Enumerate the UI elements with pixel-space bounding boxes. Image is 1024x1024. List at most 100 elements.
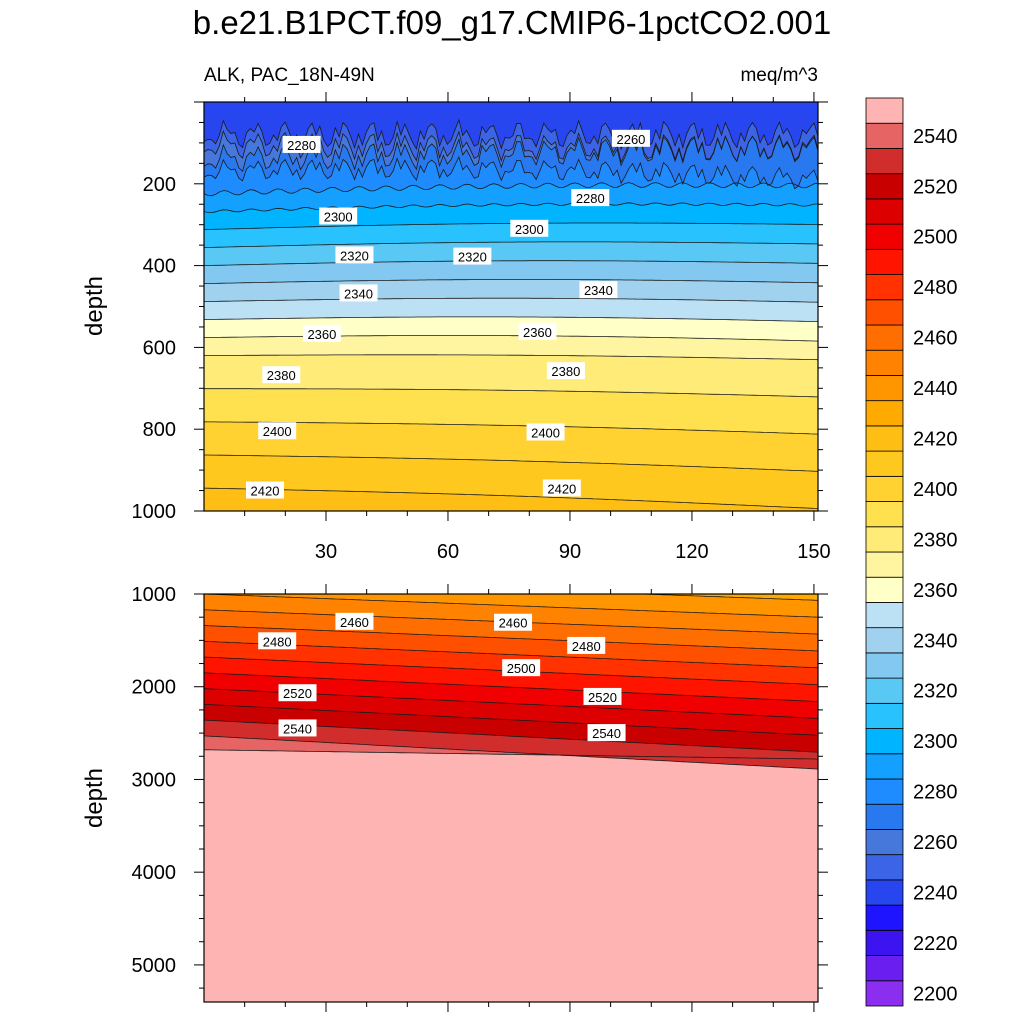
contour-label-text: 2460 bbox=[340, 615, 369, 630]
colorbar-swatch bbox=[865, 652, 904, 679]
colorbar-swatch bbox=[865, 955, 904, 982]
contour-label-text: 2540 bbox=[592, 726, 621, 741]
colorbar-swatch bbox=[865, 148, 904, 175]
contour-label-text: 2520 bbox=[588, 690, 617, 705]
contour-label: 2320 bbox=[453, 247, 492, 265]
contour-label-bg bbox=[278, 684, 317, 702]
colorbar-swatch bbox=[865, 425, 904, 452]
colorbar-swatch bbox=[865, 248, 904, 275]
y-tick-label: 600 bbox=[143, 337, 176, 359]
upper-axes: 30 60 90 120 150 200 400 600 800 1000 bbox=[132, 92, 831, 563]
contour-label: 2540 bbox=[587, 724, 626, 742]
lower-axes: 1000 2000 3000 4000 5000 bbox=[132, 584, 828, 1012]
colorbar-swatch bbox=[865, 627, 904, 654]
y-tick-label: 1000 bbox=[132, 501, 177, 523]
contour-label-bg bbox=[262, 366, 301, 384]
contour-label-bg bbox=[546, 362, 585, 380]
lower-y-axis-label: depth bbox=[81, 768, 108, 828]
colorbar-swatch bbox=[865, 677, 904, 704]
contour-label-text: 2280 bbox=[287, 138, 316, 153]
contour-line-2330 bbox=[204, 260, 818, 266]
colorbar-label: 2260 bbox=[913, 832, 958, 854]
colorbar-swatch bbox=[865, 829, 904, 856]
colorbar-label: 2300 bbox=[913, 731, 958, 753]
contour-label-bg bbox=[571, 189, 610, 207]
contour-label-bg bbox=[510, 219, 549, 237]
contour-label-bg bbox=[282, 135, 321, 153]
contour-label: 2380 bbox=[546, 362, 585, 380]
contour-label: 2300 bbox=[319, 207, 358, 225]
y-tick-label: 1000 bbox=[132, 584, 177, 606]
contour-label-bg bbox=[302, 324, 341, 342]
contour-line-2540 bbox=[204, 735, 818, 770]
contour-label-text: 2320 bbox=[458, 250, 487, 265]
contour-label-text: 2300 bbox=[324, 210, 353, 225]
colorbar-swatch bbox=[865, 122, 904, 149]
contour-line-2470 bbox=[204, 625, 818, 652]
colorbar-swatch bbox=[865, 324, 904, 351]
contour-label: 2400 bbox=[258, 422, 297, 440]
contour-line-2320 bbox=[204, 241, 818, 248]
contour-line-2400 bbox=[204, 421, 818, 435]
y-tick-label: 4000 bbox=[132, 862, 177, 884]
x-tick-label: 150 bbox=[797, 541, 830, 563]
colorbar-label: 2500 bbox=[913, 227, 958, 249]
contour-label: 2420 bbox=[542, 479, 581, 497]
contour-label-bg bbox=[258, 422, 297, 440]
colorbar-swatch bbox=[865, 854, 904, 881]
lower-panel: 2460 2460 2480 2480 2500 2520 2520 2540 2540 100… bbox=[81, 563, 828, 1012]
contour-label-text: 2360 bbox=[307, 327, 336, 342]
contour-label: 2280 bbox=[571, 189, 610, 207]
colorbar-label: 2440 bbox=[913, 378, 958, 400]
colorbar-label: 2360 bbox=[913, 580, 958, 602]
colorbar-label: 2480 bbox=[913, 277, 958, 299]
colorbar-swatch bbox=[865, 904, 904, 931]
contour-label-text: 2340 bbox=[344, 286, 373, 301]
contour-label-text: 2500 bbox=[507, 661, 536, 676]
contour-label: 2300 bbox=[510, 219, 549, 237]
contour-label-bg bbox=[319, 207, 358, 225]
colorbar-swatch bbox=[865, 97, 904, 124]
colorbar-label: 2280 bbox=[913, 782, 958, 804]
x-tick-label: 30 bbox=[315, 541, 337, 563]
contour-label: 2480 bbox=[258, 632, 297, 650]
contour-label-text: 2480 bbox=[572, 639, 601, 654]
colorbar-swatch bbox=[865, 173, 904, 200]
contour-line-2550 bbox=[204, 749, 818, 760]
contour-label-text: 2360 bbox=[523, 325, 552, 340]
contour-label-bg bbox=[339, 284, 378, 302]
lower-contour-labels: 2460 2460 2480 2480 2500 2520 2520 2540 2540 bbox=[258, 612, 626, 742]
upper-panel: 2280 2260 2280 2300 2300 2320 2320 2340 2340 2360… bbox=[81, 92, 831, 563]
colorbar-label: 2400 bbox=[913, 479, 958, 501]
colorbar-label: 2220 bbox=[913, 933, 958, 955]
colorbar-swatch bbox=[865, 274, 904, 301]
colorbar-swatch bbox=[865, 702, 904, 729]
contour-label: 2460 bbox=[335, 612, 374, 630]
contour-line-2480 bbox=[204, 640, 818, 669]
colorbar-swatch bbox=[865, 526, 904, 553]
contour-label: 2520 bbox=[278, 684, 317, 702]
contour-label: 2460 bbox=[494, 613, 533, 631]
contour-label-text: 2480 bbox=[263, 634, 292, 649]
contour-label-text: 2340 bbox=[584, 283, 613, 298]
contour-line-2520 bbox=[204, 703, 818, 736]
contour-band-2430 bbox=[204, 563, 818, 595]
contour-label-bg bbox=[579, 281, 618, 299]
colorbar-swatch bbox=[865, 753, 904, 780]
colorbar-swatch bbox=[865, 375, 904, 402]
x-tick-label: 60 bbox=[437, 541, 459, 563]
colorbar-label: 2540 bbox=[913, 126, 958, 148]
contour-label-text: 2420 bbox=[251, 484, 280, 499]
contour-label-text: 2380 bbox=[551, 364, 580, 379]
contour-label-bg bbox=[278, 719, 317, 737]
lower-plot-frame bbox=[203, 593, 819, 1003]
colorbar-swatch bbox=[865, 475, 904, 502]
colorbar-label: 2240 bbox=[913, 883, 958, 905]
figure-title: b.e21.B1PCT.f09_g17.CMIP6-1pctCO2.001 bbox=[193, 4, 831, 41]
contour-line-2350 bbox=[204, 297, 818, 303]
colorbar-label: 2420 bbox=[913, 429, 958, 451]
colorbar-swatch bbox=[865, 551, 904, 578]
contour-label-text: 2320 bbox=[340, 248, 369, 263]
colorbar: 2200 2220 2240 2260 2280 2300 2320 2340 2360 2380… bbox=[865, 97, 958, 1007]
